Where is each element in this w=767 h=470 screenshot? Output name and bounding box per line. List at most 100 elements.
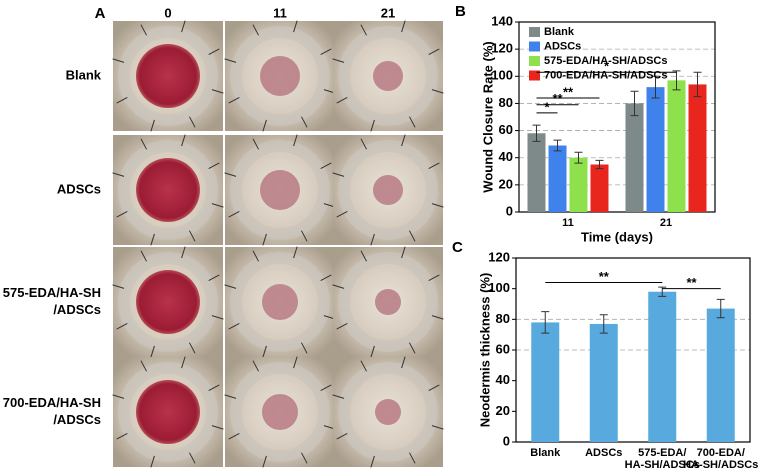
suture [112,284,125,289]
y-tick-label: 60 [499,122,513,137]
suture [181,20,186,33]
significance-label: ** [599,269,610,284]
suture [320,274,332,281]
suture [360,24,367,36]
wound [262,284,298,320]
suture [150,233,155,246]
y-tick-label: 100 [488,280,510,295]
suture [428,48,440,55]
bar [625,103,644,212]
suture [228,323,240,330]
x-tick-label: HA-SH/ADSCs [625,459,700,470]
bar [688,84,707,212]
ring [118,362,218,462]
suture [409,116,416,128]
suture [320,384,332,391]
suture [189,342,196,354]
y-axis-label: Wound Closure Rate (%) [480,41,495,192]
significance-label: * [604,59,610,74]
error-bar [651,75,660,99]
bar [648,291,677,442]
suture [181,134,186,147]
suture [262,119,267,132]
suture [293,246,298,259]
wound [260,56,300,96]
error-bar [574,151,583,164]
suture [224,172,237,177]
panel-label: B [455,3,466,20]
legend-swatch [529,70,540,81]
significance-label: * [544,99,550,114]
error-bar [716,298,725,319]
suture [189,452,196,464]
wound [260,170,300,210]
suture [293,356,298,369]
suture [336,323,348,330]
suture [431,425,444,430]
wound [136,380,200,444]
suture [370,455,375,468]
y-tick-label: 120 [491,41,513,56]
x-tick-label: 21 [660,217,672,229]
panel-label: A [95,5,106,22]
bar [527,133,546,212]
ring [338,252,438,352]
suture [150,119,155,132]
suture [112,58,125,63]
panel-label: C [452,239,463,256]
suture [301,230,308,242]
error-bar [595,159,604,170]
suture [228,97,240,104]
suture [401,134,406,147]
ring [230,140,330,240]
plot-frame [515,257,751,443]
suture [140,24,147,36]
bar [569,157,588,212]
wound [136,270,200,334]
suture [181,356,186,369]
legend-label: ADSCs [544,40,581,52]
row-label: /ADSCs [53,302,101,317]
y-tick-label: 0 [506,203,513,218]
y-tick-label: 140 [491,13,513,28]
bar [531,322,560,442]
y-axis-label: Neodermis thickness (%) [477,273,492,428]
error-bar [672,70,681,91]
suture [140,138,147,150]
column-label: 21 [381,5,395,20]
suture [320,162,332,169]
suture [211,89,224,94]
suture [211,315,224,320]
x-tick-label: 575-EDA/ [638,447,686,459]
x-tick-label: HA-SH/ADSCs [683,459,758,470]
legend-label: Blank [544,26,575,38]
y-tick-label: 20 [496,403,510,418]
suture [116,323,128,330]
row-label: ADSCs [57,181,101,196]
legend-swatch [529,41,540,52]
suture [409,452,416,464]
ring [338,362,438,462]
ring [338,26,438,126]
suture [370,233,375,246]
suture [208,162,220,169]
suture [252,138,259,150]
suture [228,211,240,218]
suture [301,116,308,128]
suture [336,433,348,440]
y-tick-label: 40 [496,372,510,387]
significance-label: ** [686,275,697,290]
suture [150,345,155,358]
suture [301,452,308,464]
bar [589,323,618,442]
ring [118,252,218,352]
suture [336,97,348,104]
ring [118,26,218,126]
suture [211,203,224,208]
column-label: 0 [164,5,171,20]
legend-swatch [529,56,540,66]
ring [338,140,438,240]
suture [262,233,267,246]
wound [375,289,401,315]
suture [360,250,367,262]
